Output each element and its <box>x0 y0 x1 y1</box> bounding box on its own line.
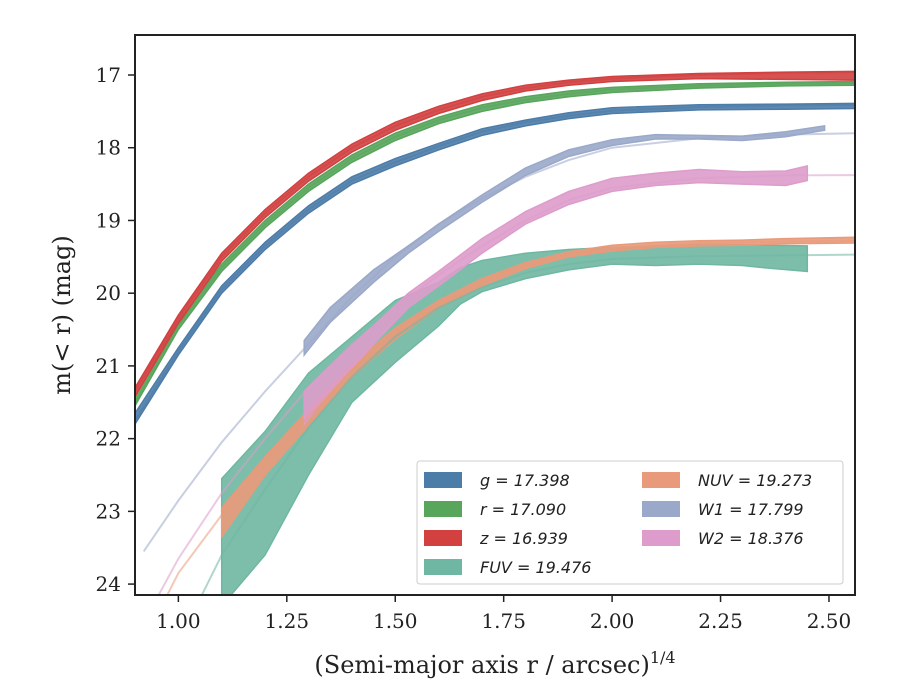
legend-swatch-0 <box>424 472 462 488</box>
legend-box <box>416 460 844 585</box>
fit-line-1 <box>135 82 855 403</box>
x-tick-label-5: 2.25 <box>698 609 743 633</box>
plot-frame <box>134 34 856 596</box>
y-tick-label-4: 21 <box>96 354 121 378</box>
band-4 <box>220 236 855 540</box>
legend-swatch-3 <box>424 559 462 575</box>
band-0 <box>135 102 855 426</box>
legend: g = 17.398 r = 17.090 z = 16.939 FUV = 19.4… <box>416 460 844 585</box>
x-axis-label-text: (Semi-major axis r / arcsec) <box>314 651 649 679</box>
band-6 <box>303 164 809 427</box>
x-tick-label-6: 2.50 <box>807 609 852 633</box>
legend-label-6: W2 = 18.376 <box>698 529 804 548</box>
y-tick-label-1: 18 <box>96 136 121 160</box>
y-tick-label-0: 17 <box>96 63 121 87</box>
legend-swatch-4 <box>642 472 680 488</box>
x-axis-ticks: 1.00 1.25 1.50 1.75 2.00 2.25 2.50 <box>156 595 851 633</box>
legend-swatch-6 <box>642 530 680 546</box>
y-tick-label-2: 19 <box>96 208 121 232</box>
x-axis-label-exponent: 1/4 <box>650 648 676 667</box>
fit-line-3 <box>200 253 855 595</box>
legend-label-4: NUV = 19.273 <box>698 471 812 490</box>
y-axis-label: m(< r) (mag) <box>48 235 76 394</box>
x-tick-label-2: 1.50 <box>373 609 418 633</box>
legend-label-1: r = 17.090 <box>480 500 566 519</box>
legend-swatch-5 <box>642 501 680 517</box>
x-tick-label-1: 1.25 <box>265 609 310 633</box>
legend-swatch-2 <box>424 530 462 546</box>
fit-line-0 <box>135 103 855 422</box>
fit-lines <box>135 71 855 595</box>
legend-label-3: FUV = 19.476 <box>480 558 591 577</box>
band-2 <box>135 70 855 398</box>
legend-label-0: g = 17.398 <box>480 471 570 490</box>
x-axis-label: (Semi-major axis r / arcsec)1/4 <box>314 648 675 679</box>
y-axis-ticks: 17 18 19 20 21 22 23 24 <box>96 63 135 596</box>
band-5 <box>303 125 826 358</box>
x-tick-label-0: 1.00 <box>156 609 201 633</box>
fit-line-4 <box>166 239 855 595</box>
y-tick-label-3: 20 <box>96 281 121 305</box>
y-tick-label-5: 22 <box>96 427 121 451</box>
x-tick-label-3: 1.75 <box>481 609 526 633</box>
legend-label-2: z = 16.939 <box>479 529 568 548</box>
uncertainty-bands <box>135 70 855 595</box>
fit-line-6 <box>157 174 855 595</box>
legend-label-5: W1 = 17.799 <box>698 500 804 519</box>
fit-line-2 <box>135 71 855 392</box>
x-tick-label-4: 2.00 <box>590 609 635 633</box>
y-tick-label-7: 24 <box>96 572 121 596</box>
band-1 <box>135 80 855 408</box>
y-tick-label-6: 23 <box>96 499 121 523</box>
fit-line-5 <box>142 132 855 552</box>
legend-swatch-1 <box>424 501 462 517</box>
